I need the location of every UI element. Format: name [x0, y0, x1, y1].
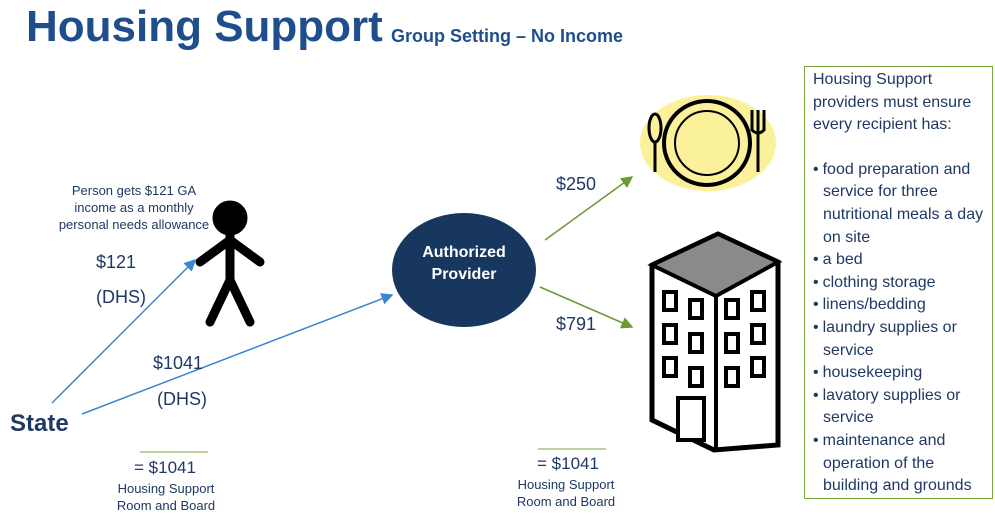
total-amount: = $1041 — [134, 458, 196, 477]
flow-amount: $1041 — [153, 353, 204, 373]
building-icon — [647, 231, 783, 453]
arrow — [51, 258, 197, 404]
person-icon — [195, 200, 265, 327]
provider-node — [392, 213, 536, 327]
arrow — [81, 293, 394, 415]
sidebar-item: lavatory supplies or service — [813, 385, 984, 430]
sidebar-item: linens/bedding — [813, 294, 984, 317]
sidebar-list: food preparation and service for three n… — [813, 159, 984, 498]
sidebar-heading: Housing Support providers must ensure ev… — [813, 71, 972, 134]
total-label: Housing Support Room and Board — [116, 481, 216, 513]
title: Housing Support — [26, 2, 383, 51]
flow-amount: $121 — [96, 252, 137, 272]
sidebar-item: a bed — [813, 249, 984, 272]
sidebar-item: laundry supplies or service — [813, 317, 984, 362]
arrow — [544, 176, 634, 241]
provider-label: Authorized Provider — [422, 244, 506, 283]
sidebar-item: maintenance and operation of the buildin… — [813, 430, 984, 498]
flow-amount: $791 — [556, 314, 597, 334]
total-label: Housing Support Room and Board — [516, 477, 616, 509]
person-note: Person gets $121 GA income as a monthly … — [58, 183, 210, 232]
sidebar-item: food preparation and service for three n… — [813, 159, 984, 249]
flow-source: (DHS) — [96, 287, 146, 307]
plate-icon — [640, 95, 776, 191]
arrow — [539, 286, 634, 329]
flow-amount: $250 — [556, 174, 597, 194]
subtitle: Group Setting – No Income — [391, 26, 624, 46]
sidebar-item: clothing storage — [813, 272, 984, 295]
total-amount: = $1041 — [537, 454, 599, 473]
flow-source: (DHS) — [157, 389, 207, 409]
state-label: State — [10, 410, 69, 437]
sidebar-item: housekeeping — [813, 362, 984, 385]
sidebar: Housing Support providers must ensure ev… — [804, 66, 993, 499]
